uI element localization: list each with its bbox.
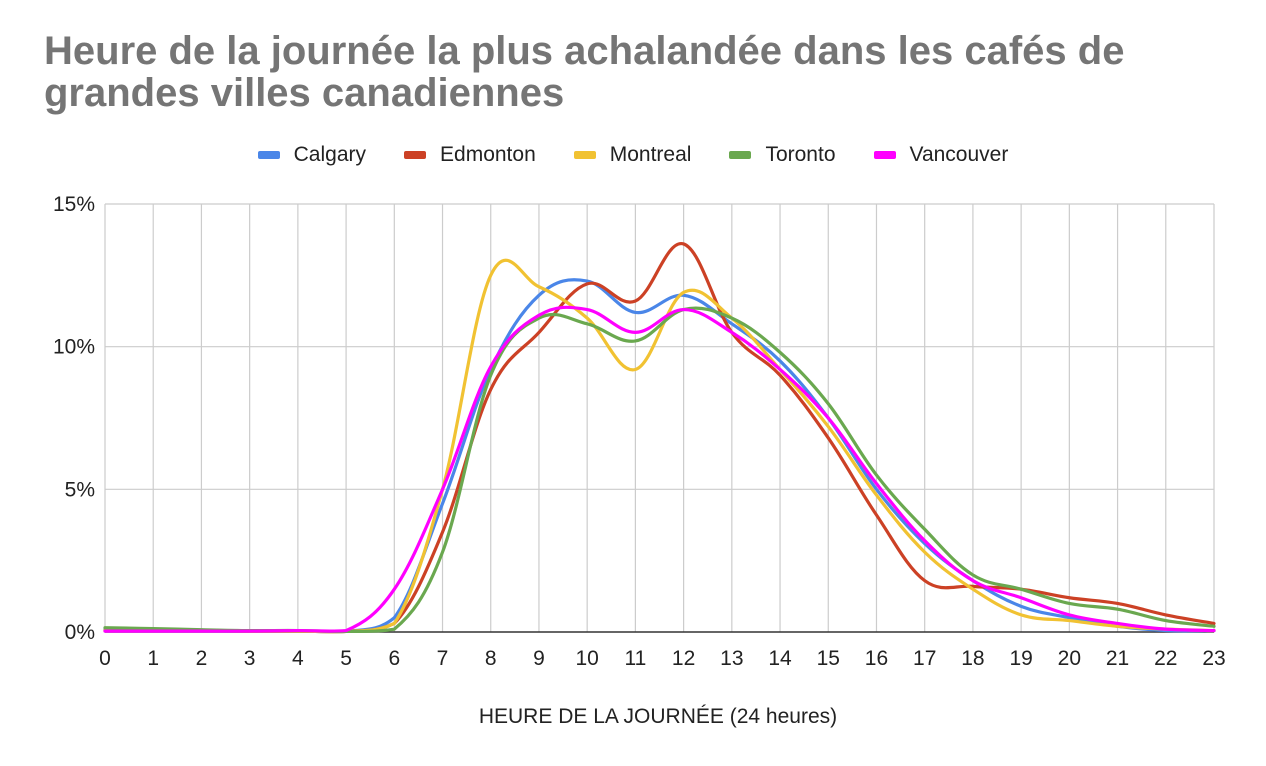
- legend-swatch-montreal: [573, 151, 596, 159]
- x-tick-label: 0: [99, 647, 111, 670]
- x-tick-label: 15: [817, 647, 840, 670]
- tick-label-layer: 0%5%10%15%0 1 2 3 4 5 6 7 8 9 10 11 12 13 14 15 16 17 18 19…: [53, 193, 1226, 670]
- x-tick-label: 19: [1009, 647, 1032, 670]
- x-tick-label: 9: [533, 647, 545, 670]
- y-tick-label: 15%: [53, 193, 95, 216]
- x-tick-label: 7: [437, 647, 449, 670]
- y-tick-label: 0%: [65, 621, 95, 644]
- legend-label-calgary: Calgary: [293, 143, 367, 166]
- legend-swatch-calgary: [257, 151, 280, 159]
- x-tick-label: 6: [388, 647, 400, 670]
- x-tick-label: 10: [575, 647, 598, 670]
- x-tick-label: 2: [196, 647, 208, 670]
- x-tick-label: 18: [961, 647, 984, 670]
- legend-item-edmonton: Edmonton: [404, 143, 536, 167]
- legend-label-edmonton: Edmonton: [440, 143, 536, 166]
- legend-swatch-toronto: [729, 151, 752, 159]
- x-tick-label: 5: [340, 647, 352, 670]
- series-line-montreal: [103, 258, 1216, 634]
- x-tick-label: 11: [624, 647, 646, 670]
- legend-label-toronto: Toronto: [765, 143, 836, 166]
- x-tick-label: 23: [1202, 647, 1225, 670]
- series-layer: [103, 242, 1216, 634]
- y-tick-label: 5%: [65, 478, 95, 501]
- x-tick-label: 4: [292, 647, 304, 670]
- x-tick-label: 12: [672, 647, 695, 670]
- series-line-toronto: [103, 306, 1216, 634]
- legend-swatch-edmonton: [404, 151, 427, 159]
- legend-item-calgary: Calgary: [257, 143, 367, 167]
- x-axis-title: HEURE DE LA JOURNÉE (24 heures): [478, 705, 838, 728]
- x-tick-label: 21: [1106, 647, 1129, 670]
- x-tick-label: 22: [1154, 647, 1177, 670]
- series-line-edmonton: [103, 242, 1216, 634]
- chart-title: Heure de la journée la plus achalandée d…: [44, 29, 1125, 115]
- x-tick-label: 14: [768, 647, 792, 670]
- x-tick-label: 20: [1058, 647, 1081, 670]
- legend-label-vancouver: Vancouver: [909, 143, 1009, 166]
- legend-swatch-vancouver: [873, 151, 896, 159]
- legend-item-vancouver: Vancouver: [873, 143, 1009, 167]
- x-tick-label: 13: [720, 647, 743, 670]
- x-tick-label: 16: [865, 647, 888, 670]
- chart-legend: Calgary Edmonton Montreal Toronto Vancouver: [0, 140, 1266, 170]
- series-line-vancouver: [103, 305, 1216, 633]
- x-tick-label: 3: [244, 647, 256, 670]
- legend-label-montreal: Montreal: [609, 143, 692, 166]
- x-tick-label: 1: [147, 647, 159, 670]
- x-tick-label: 17: [913, 647, 936, 670]
- legend-item-montreal: Montreal: [573, 143, 692, 167]
- y-tick-label: 10%: [53, 336, 95, 359]
- legend-item-toronto: Toronto: [729, 143, 836, 167]
- x-tick-label: 8: [485, 647, 497, 670]
